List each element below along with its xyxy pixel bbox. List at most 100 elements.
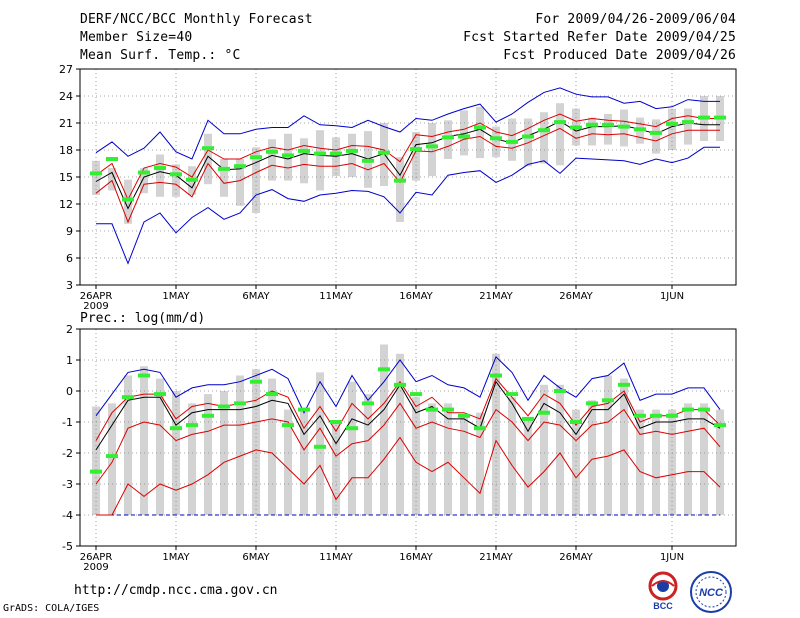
y-tick-label: -4	[62, 509, 73, 522]
spread-box	[396, 353, 404, 515]
spread-box	[140, 366, 148, 515]
median-mark	[634, 127, 646, 132]
median-mark	[218, 166, 230, 171]
median-mark	[122, 197, 134, 202]
x-tick-label: 6MAY	[242, 291, 270, 302]
x-tick-label: 1MAY	[162, 291, 190, 302]
spread-box	[444, 120, 452, 159]
series-max-line	[95, 87, 720, 160]
median-mark	[282, 423, 294, 428]
spread-box	[716, 409, 724, 515]
spread-box	[92, 406, 100, 515]
fcst-started-date: Fcst Started Refer Date 2009/04/25	[463, 30, 736, 45]
spread-box	[508, 397, 516, 515]
median-mark	[538, 410, 550, 415]
median-mark	[106, 157, 118, 161]
series-mean-line	[95, 120, 720, 210]
median-mark	[346, 148, 358, 153]
median-mark	[410, 147, 422, 152]
series-lower-line	[95, 402, 721, 485]
spread-box	[668, 409, 676, 515]
median-mark	[106, 454, 118, 459]
spread-box	[652, 409, 660, 515]
median-mark	[266, 392, 278, 397]
median-mark	[250, 155, 262, 160]
median-mark	[362, 401, 374, 406]
median-mark	[570, 125, 582, 130]
spread-box	[572, 409, 580, 515]
median-mark	[506, 139, 518, 144]
median-mark	[378, 150, 390, 155]
y-tick-label: 6	[66, 252, 73, 265]
precip-panel-title: Prec.: log(mm/d)	[80, 311, 205, 326]
x-tick-label: 21MAY	[479, 552, 513, 563]
x-tick-label: 16MAY	[399, 291, 433, 302]
x-year-label: 2009	[83, 301, 108, 312]
median-mark	[282, 153, 294, 158]
median-mark	[330, 151, 342, 156]
spread-box	[140, 168, 148, 194]
median-mark	[394, 178, 406, 183]
spread-box	[412, 132, 420, 181]
grads-credit: GrADS: COLA/IGES	[3, 603, 100, 614]
y-tick-label: 9	[66, 225, 73, 238]
spread-box	[300, 138, 308, 184]
spread-box	[460, 415, 468, 515]
median-mark	[122, 395, 134, 400]
spread-box	[268, 139, 276, 181]
spread-box	[204, 133, 212, 185]
median-mark	[298, 148, 310, 153]
spread-box	[604, 375, 612, 515]
median-mark	[426, 144, 438, 149]
bcc-logo-text: BCC	[653, 601, 673, 611]
plot-frame-1	[79, 328, 737, 547]
median-mark	[698, 115, 710, 120]
spread-box	[604, 114, 612, 145]
median-mark	[666, 413, 678, 418]
median-mark	[506, 392, 518, 397]
spread-box	[156, 154, 164, 197]
spread-box	[588, 117, 596, 146]
y-tick-label: 2	[66, 323, 73, 336]
spread-box	[300, 409, 308, 515]
y-tick-label: 15	[59, 171, 73, 184]
y-tick-label: 18	[59, 144, 73, 157]
y-tick-label: -5	[62, 540, 73, 553]
y-tick-label: 21	[59, 117, 73, 130]
spread-box	[524, 418, 532, 515]
spread-box	[428, 123, 436, 177]
median-mark	[298, 407, 310, 412]
spread-box	[476, 106, 484, 159]
median-mark	[170, 426, 182, 431]
variable-label: Mean Surf. Temp.: °C	[80, 48, 241, 63]
spread-box	[188, 403, 196, 515]
spread-box	[156, 378, 164, 515]
spread-box	[252, 147, 260, 213]
median-mark	[522, 134, 534, 139]
median-mark	[330, 420, 342, 424]
median-mark	[442, 135, 454, 140]
median-mark	[474, 125, 486, 130]
median-mark	[90, 171, 102, 176]
y-tick-label: -2	[62, 447, 73, 460]
median-mark	[602, 122, 614, 127]
x-tick-label: 26APR	[80, 552, 113, 563]
series-max-line	[95, 356, 721, 417]
median-mark	[682, 120, 694, 125]
median-mark	[586, 122, 598, 127]
spread-box	[540, 384, 548, 515]
median-mark	[346, 426, 358, 431]
spread-box	[364, 394, 372, 515]
median-mark	[474, 426, 486, 431]
median-mark	[234, 164, 246, 169]
median-mark	[154, 392, 166, 397]
median-mark	[634, 413, 646, 418]
spread-box	[460, 110, 468, 156]
median-mark	[154, 166, 166, 170]
spread-box	[684, 108, 692, 145]
spread-box	[108, 168, 116, 191]
median-mark	[458, 134, 470, 139]
x-tick-label: 21MAY	[479, 291, 513, 302]
median-mark	[666, 121, 678, 126]
